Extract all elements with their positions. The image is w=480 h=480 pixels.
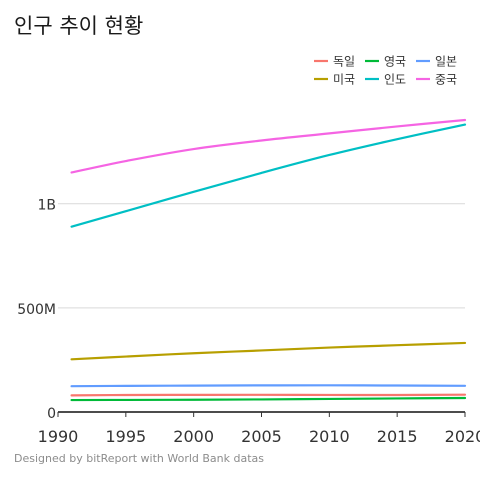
chart-title: 인구 추이 현황 (14, 14, 143, 38)
series-line-인도 (70, 123, 467, 228)
legend-label: 미국 (333, 73, 355, 87)
x-tick-label: 1995 (105, 427, 146, 446)
x-tick-label: 2015 (377, 427, 418, 446)
legend-label: 중국 (435, 73, 457, 87)
y-tick-label: 0 (47, 406, 56, 422)
y-tick-label: 500M (17, 302, 56, 318)
series-lines (70, 118, 467, 402)
grid (58, 203, 465, 309)
x-tick-label: 2005 (241, 427, 282, 446)
series-line-미국 (70, 341, 467, 361)
legend-label: 인도 (384, 73, 406, 87)
legend-label: 영국 (384, 55, 406, 69)
series-line-영국 (70, 396, 467, 402)
series-line-중국 (70, 118, 467, 174)
y-axis: 0 500M 1B (17, 198, 56, 422)
series-line-일본 (70, 384, 467, 388)
legend-label: 일본 (435, 55, 457, 69)
series-line-독일 (70, 393, 467, 397)
legend-label: 독일 (333, 55, 355, 69)
y-tick-label: 1B (37, 198, 56, 214)
x-tick-label: 1990 (38, 427, 79, 446)
chart-caption: Designed by bitReport with World Bank da… (14, 452, 264, 465)
x-tick-label: 2020 (445, 427, 480, 446)
x-axis: 1990 1995 2000 2005 2010 2015 2020 (38, 411, 480, 446)
x-tick-label: 2000 (173, 427, 214, 446)
x-tick-label: 2010 (309, 427, 350, 446)
